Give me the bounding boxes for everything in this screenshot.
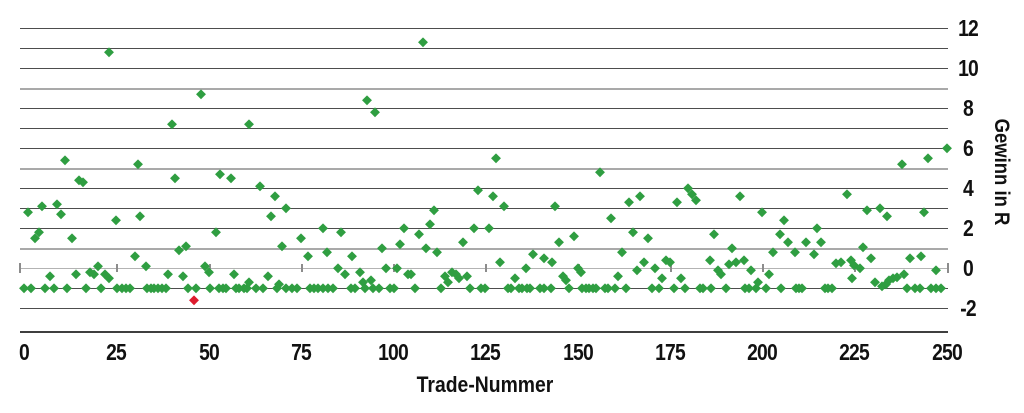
- zero-gridline: [20, 268, 948, 269]
- gridline: [20, 248, 948, 250]
- x-tick-label: 125: [470, 339, 501, 365]
- x-tick-label: 25: [106, 339, 127, 365]
- y-axis-title: Gewinn in R: [990, 118, 1013, 226]
- x-tick-label: 50: [198, 339, 220, 365]
- zero-axis-tick: [485, 264, 488, 272]
- y-tick-label: 8: [963, 95, 974, 121]
- x-tick-label: 175: [654, 339, 686, 365]
- x-tick-label: 200: [747, 339, 778, 365]
- gridline: [20, 68, 948, 69]
- gridline: [20, 48, 948, 49]
- gridline: [20, 188, 948, 189]
- y-tick-label: -2: [960, 295, 976, 321]
- x-axis-title: Trade-Nummer: [416, 372, 554, 397]
- y-tick-label: 10: [958, 55, 979, 81]
- x-tick-label: 100: [378, 339, 409, 365]
- x-tick-label: 0: [19, 339, 30, 365]
- y-tick-label: 6: [963, 135, 974, 161]
- x-tick-label: 75: [290, 339, 312, 365]
- gridline: [20, 108, 948, 109]
- zero-axis-tick: [300, 264, 303, 272]
- gridline: [20, 308, 948, 309]
- zero-axis-tick: [116, 264, 119, 272]
- y-tick-label: 0: [963, 255, 974, 281]
- gridline: [20, 148, 948, 149]
- gridline: [20, 28, 948, 29]
- zero-axis-endcap: [19, 263, 21, 273]
- x-tick-label: 150: [562, 339, 594, 365]
- gridline: [20, 128, 948, 129]
- y-tick-label: 4: [963, 175, 974, 201]
- gridline: [20, 208, 948, 209]
- gridline: [20, 228, 948, 229]
- gridline: [20, 168, 948, 170]
- zero-axis-tick: [762, 264, 764, 272]
- gridline: [20, 88, 948, 90]
- y-tick-label: 12: [958, 15, 979, 41]
- x-tick-label: 225: [839, 339, 870, 365]
- y-tick-label: 2: [963, 215, 974, 241]
- zero-axis-tick: [669, 264, 672, 272]
- zero-axis-endcap: [947, 263, 949, 273]
- x-tick-label: 250: [931, 339, 963, 365]
